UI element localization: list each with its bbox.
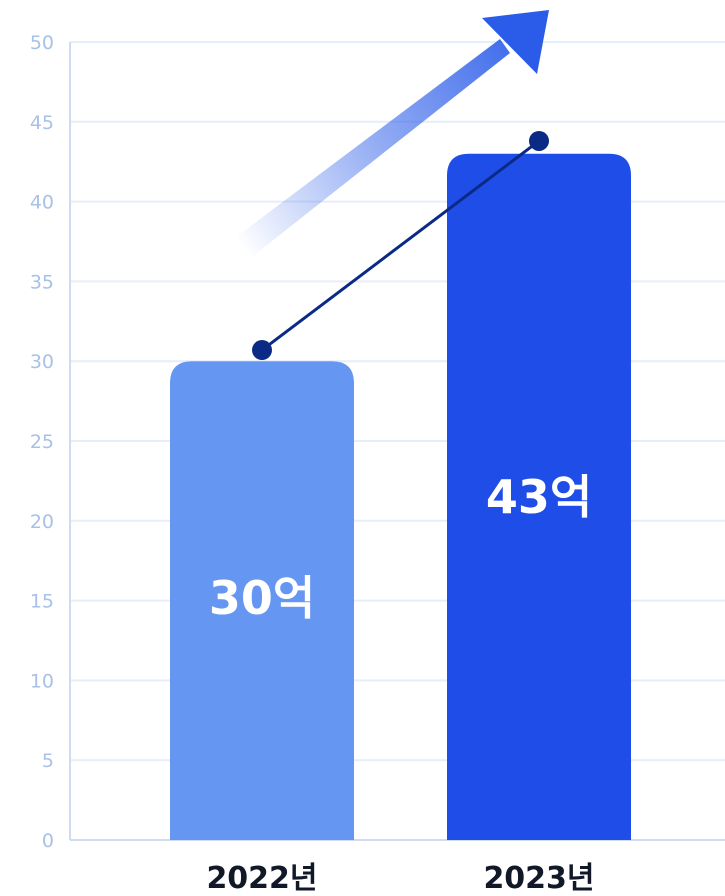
trend-point-1 [252,340,272,361]
growth-arrow-icon [232,10,549,260]
y-tick-label: 25 [30,431,54,453]
y-tick-label: 45 [30,112,54,134]
y-tick-label: 10 [30,670,54,692]
trend-point-2 [529,130,549,151]
data-label-2: 43억 [486,470,592,524]
data-labels: 30억 43억 [209,470,592,625]
y-tick-label: 35 [30,271,54,293]
trend-line-segment [261,139,540,352]
y-tick-label: 40 [30,192,54,214]
y-tick-label: 0 [42,830,54,852]
x-axis-ticks: 2022년 2023년 [206,861,594,896]
y-tick-label: 5 [42,750,54,772]
y-tick-label: 50 [30,32,54,54]
trend-line [252,130,549,361]
bar-1 [170,361,354,840]
y-tick-label: 30 [30,351,54,373]
x-tick-label: 2023년 [483,861,594,896]
bars [170,153,631,841]
data-label-1: 30억 [209,571,315,625]
x-tick-label: 2022년 [206,861,317,896]
y-tick-label: 20 [30,511,54,533]
bar-2 [447,153,631,841]
y-tick-label: 15 [30,591,54,613]
y-axis-ticks: 0 5 10 15 20 25 30 35 40 45 50 [30,32,54,852]
